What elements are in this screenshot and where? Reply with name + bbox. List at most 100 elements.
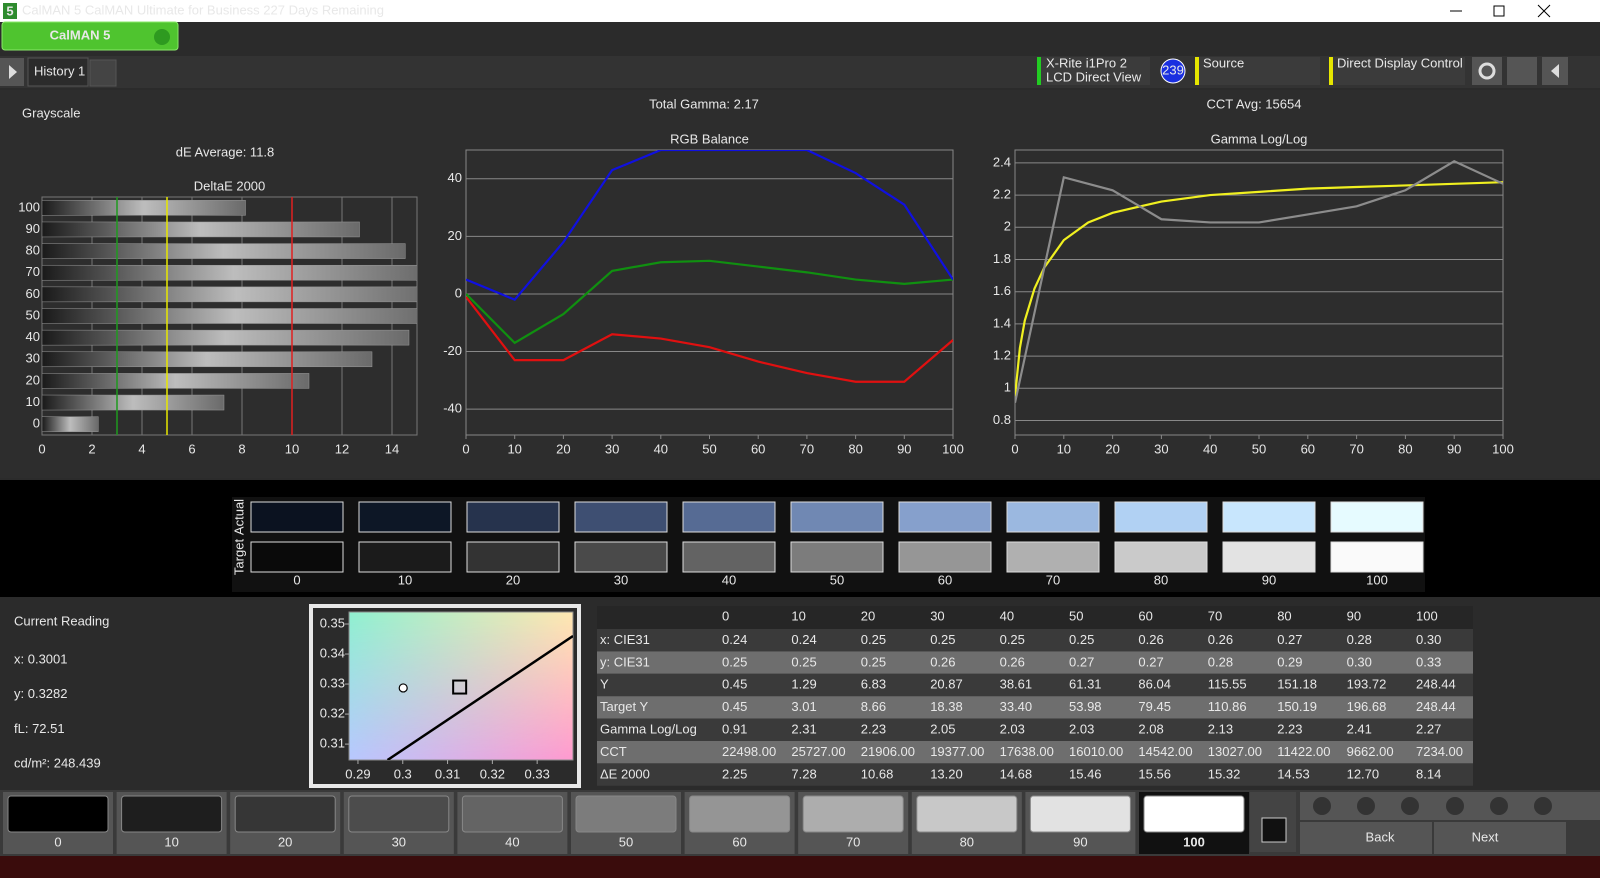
y-tick-label: 20 (26, 372, 40, 387)
meter-box[interactable] (1037, 57, 1150, 85)
y-tick-label: 0 (33, 416, 40, 431)
x-tick-label: 0.32 (480, 766, 505, 781)
table-cell: 150.19 (1277, 699, 1317, 714)
table-cell: 0.45 (722, 699, 747, 714)
table-cell: 61.31 (1069, 677, 1102, 692)
y-tick-label: 20 (448, 228, 462, 243)
next-button[interactable] (1434, 822, 1566, 854)
series-line (1015, 160, 1503, 404)
loop-button[interactable] (1446, 797, 1464, 815)
display-indicator (1329, 57, 1333, 85)
y-tick-label: 2.2 (993, 187, 1011, 202)
x-tick-label: 70 (1349, 441, 1363, 456)
patch-label: 80 (960, 834, 974, 849)
table-cell: 19377.00 (930, 744, 984, 759)
table-cell: 53.98 (1069, 699, 1102, 714)
bar (42, 286, 417, 303)
table-cell: 0.27 (1138, 654, 1163, 669)
stop-button[interactable] (1313, 797, 1331, 815)
table-cell: 0.24 (722, 632, 747, 647)
table-cell: 14542.00 (1138, 744, 1192, 759)
row-label: y: CIE31 (600, 654, 650, 669)
series-group (466, 150, 953, 383)
table-cell: 1.29 (791, 677, 816, 692)
badge-label: 239 (1162, 62, 1184, 77)
x-tick-label: 30 (1154, 441, 1168, 456)
target-point (452, 679, 468, 695)
table-row (597, 629, 1473, 652)
table-cell: 15.56 (1138, 766, 1171, 781)
table-cell: 0.27 (1069, 654, 1094, 669)
target-swatch (1006, 541, 1100, 573)
y-tick-label: 1 (1004, 380, 1011, 395)
table-cell: 2.27 (1416, 722, 1441, 737)
y-tick-label: 1.8 (993, 251, 1011, 266)
add-tab[interactable] (89, 59, 117, 87)
swatch-label: 60 (938, 572, 952, 587)
swatch-label: 100 (1366, 572, 1388, 587)
display-label: Direct Display Control (1337, 55, 1463, 70)
y-tick-label: 60 (26, 286, 40, 301)
series-group (1015, 160, 1503, 404)
confirm-button[interactable] (1534, 797, 1552, 815)
table-cell: 33.40 (1000, 699, 1033, 714)
chart-title: RGB Balance (670, 131, 749, 146)
refresh-button[interactable] (1490, 797, 1508, 815)
target-swatch (1330, 541, 1424, 573)
bar (42, 243, 406, 259)
target-swatch (574, 541, 668, 573)
target-swatch (250, 541, 344, 573)
actual-swatch (574, 501, 668, 533)
patch-label: 70 (846, 834, 860, 849)
app-icon-label: 5 (6, 3, 13, 18)
stop-icon (1261, 817, 1287, 843)
table-cell: 8.14 (1416, 766, 1441, 781)
x-tick-label: 10 (507, 441, 521, 456)
table-cell: 14.68 (1000, 766, 1033, 781)
help-button[interactable] (1507, 57, 1537, 85)
y-tick-label: 0.8 (993, 412, 1011, 427)
table-cell: 8.66 (861, 699, 886, 714)
back-button[interactable] (1300, 822, 1432, 854)
planckian-locus (386, 634, 573, 760)
table-cell: 17638.00 (1000, 744, 1054, 759)
display-box[interactable] (1329, 57, 1465, 85)
tab[interactable] (27, 57, 89, 87)
column-header: 0 (722, 608, 729, 623)
table-cell: 0.28 (1208, 654, 1233, 669)
reading-line: fL: 72.51 (14, 721, 65, 736)
y-tick-label: 50 (26, 307, 40, 322)
x-tick-label: 60 (1301, 441, 1315, 456)
y-tick-label: 1.4 (993, 315, 1011, 330)
maximize-button[interactable] (1493, 5, 1505, 17)
table-cell: 2.03 (1069, 722, 1094, 737)
badge[interactable] (1160, 58, 1186, 84)
logo-dropdown[interactable] (154, 29, 170, 45)
table-cell: 9662.00 (1347, 744, 1394, 759)
x-tick-label: 50 (1252, 441, 1266, 456)
y-tick-label: 100 (18, 199, 40, 214)
x-tick-label: 30 (605, 441, 619, 456)
status-strip (0, 856, 1600, 878)
table-cell: 11422.00 (1277, 744, 1330, 759)
patch-color (234, 795, 336, 833)
step-button[interactable] (1401, 797, 1419, 815)
table-cell: 0.26 (1208, 632, 1233, 647)
table-cell: 2.13 (1208, 722, 1233, 737)
source-box[interactable] (1195, 57, 1320, 85)
play-button[interactable] (1357, 797, 1375, 815)
table-cell: 0.25 (861, 632, 886, 647)
swatch-row-label: Actual (231, 499, 246, 535)
settings-button[interactable] (1472, 57, 1502, 85)
y-tick-label: 0.31 (320, 736, 345, 751)
target-swatch (682, 541, 776, 573)
table-cell: 2.25 (722, 766, 747, 781)
reading-line: cd/m²: 248.439 (14, 756, 101, 771)
x-tick-label: 80 (1398, 441, 1412, 456)
close-button[interactable] (1537, 4, 1551, 18)
patch-color (121, 795, 223, 833)
source-indicator (1195, 57, 1199, 85)
table-cell: 193.72 (1347, 677, 1387, 692)
row-label: x: CIE31 (600, 632, 650, 647)
logo-button[interactable] (1, 21, 179, 51)
